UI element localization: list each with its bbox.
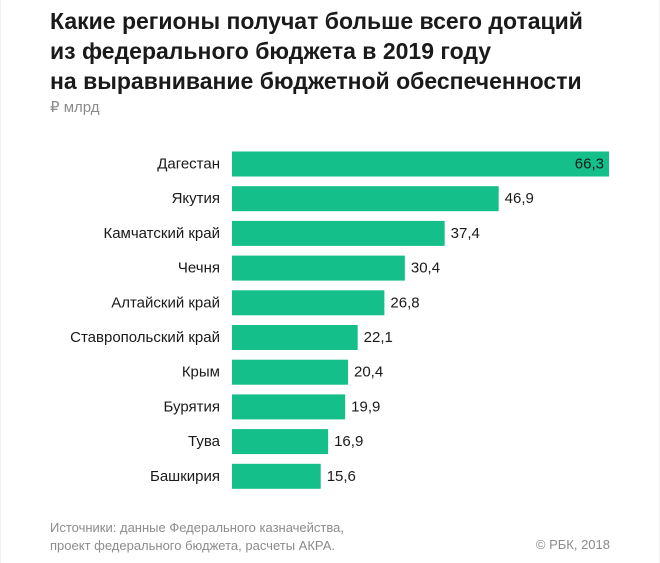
- value-label: 26,8: [390, 294, 419, 311]
- bar: [232, 429, 329, 455]
- category-label: Дагестан: [157, 156, 220, 173]
- category-label: Крым: [182, 364, 220, 381]
- category-label: Алтайский край: [111, 294, 220, 311]
- value-label: 19,9: [351, 398, 380, 415]
- source-line-2: проект федерального бюджета, расчеты АКР…: [50, 538, 335, 553]
- copyright: © РБК, 2018: [535, 537, 610, 552]
- bar: [232, 220, 445, 246]
- bar: [232, 290, 385, 316]
- category-label: Башкирия: [150, 468, 220, 485]
- value-label: 15,6: [327, 468, 356, 485]
- category-label: Ставропольский край: [70, 329, 220, 346]
- value-label: 16,9: [334, 433, 363, 450]
- value-label: 66,3: [575, 156, 604, 173]
- category-label: Бурятия: [163, 398, 220, 415]
- category-label: Тува: [188, 433, 221, 450]
- bar: [232, 394, 346, 420]
- value-label: 22,1: [364, 329, 393, 346]
- value-label: 20,4: [354, 364, 383, 381]
- value-label: 30,4: [411, 260, 440, 277]
- bar: [232, 463, 321, 489]
- chart-title: Какие регионы получат больше всего дотац…: [50, 6, 630, 96]
- value-label: 46,9: [505, 190, 534, 207]
- category-label: Камчатский край: [103, 225, 220, 242]
- source-line-1: Источники: данные Федерального казначейс…: [50, 520, 344, 535]
- category-label: Чечня: [178, 260, 220, 277]
- chart-title-line-1: Какие регионы получат больше всего дотац…: [50, 8, 583, 34]
- value-label: 37,4: [451, 225, 480, 242]
- bar: [232, 325, 358, 350]
- chart-title-line-2: из федерального бюджета в 2019 году: [50, 38, 492, 64]
- bar: [232, 186, 499, 212]
- bar: [232, 359, 348, 385]
- unit-label: ₽ млрд: [50, 99, 100, 116]
- left-edge-line: [0, 0, 1, 563]
- bar: [232, 151, 609, 177]
- source-note: Источники: данные Федерального казначейс…: [50, 519, 344, 555]
- category-label: Якутия: [172, 190, 220, 207]
- bar: [232, 255, 405, 281]
- chart-title-line-3: на выравнивание бюджетной обеспеченности: [50, 68, 582, 94]
- bar-chart: Дагестан 66,3 Якутия 46,9 Камчатский край 37,…: [70, 151, 609, 489]
